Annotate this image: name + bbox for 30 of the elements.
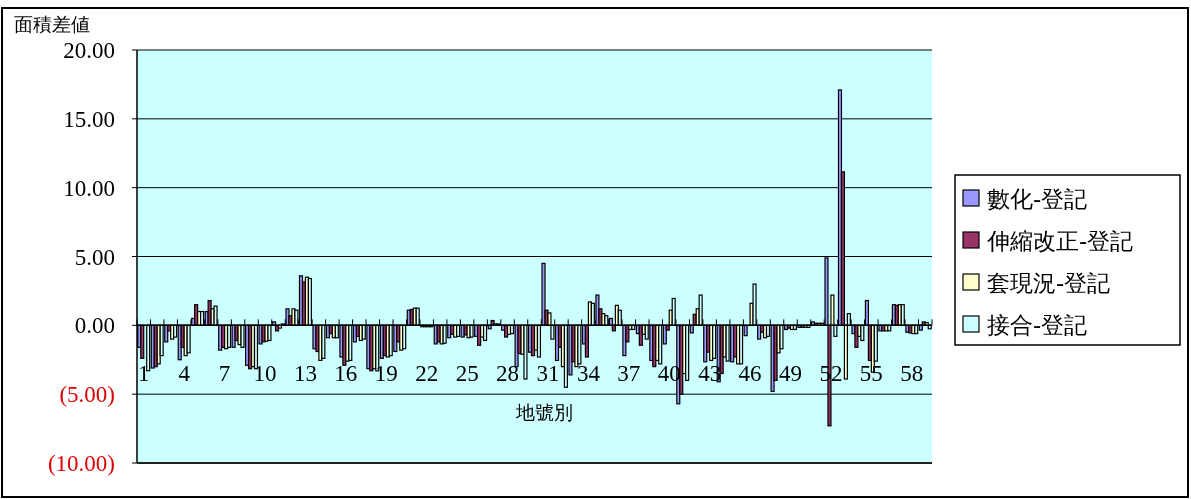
legend-label: 數化-登記	[987, 186, 1088, 212]
x-tick-label: 10	[253, 361, 277, 387]
x-axis-title: 地號別	[515, 400, 573, 423]
x-tick-label: 7	[218, 361, 231, 387]
x-tick-label: 49	[779, 361, 803, 387]
y-tick-label: 20.00	[63, 38, 115, 63]
y-tick-label: 15.00	[63, 106, 115, 132]
x-tick-label: 58	[900, 361, 924, 387]
y-tick-label: 0.00	[74, 313, 115, 339]
legend-label: 接合-登記	[987, 312, 1088, 338]
x-tick-label: 46	[738, 361, 762, 387]
x-tick-label: 37	[617, 361, 641, 387]
y-tick-label: (5.00)	[59, 382, 115, 408]
y-tick-label: 5.00	[74, 244, 115, 270]
y-tick-label: (10.00)	[47, 451, 115, 476]
x-tick-label: 55	[859, 361, 883, 387]
x-tick-label: 25	[455, 361, 479, 387]
x-tick-label: 19	[374, 361, 398, 387]
x-tick-label: 34	[576, 361, 601, 387]
x-tick-label: 16	[334, 361, 358, 387]
x-tick-label: 31	[536, 361, 560, 387]
y-axis-title: 面積差値	[14, 13, 90, 35]
x-tick-label: 22	[415, 361, 439, 387]
x-tick-label: 4	[178, 361, 191, 387]
y-tick-label: 10.00	[63, 175, 115, 201]
x-tick-label: 28	[496, 361, 520, 387]
x-tick-label: 13	[293, 361, 317, 387]
x-tick-label: 1	[137, 361, 150, 387]
legend-label: 套現況-登記	[987, 270, 1111, 296]
legend-label: 伸縮改正-登記	[986, 228, 1134, 254]
